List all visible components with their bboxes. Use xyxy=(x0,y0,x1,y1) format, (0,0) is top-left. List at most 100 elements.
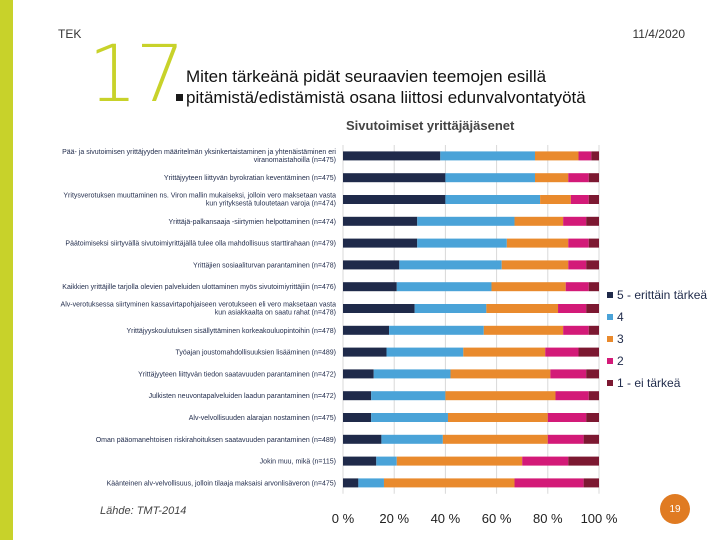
category-label-line: kun asiakkaalta on saatu rahat (n=478) xyxy=(215,310,336,317)
category-label: Yrittäjyyskoulutuksen sisällyttäminen ko… xyxy=(126,328,336,335)
bar-segment xyxy=(445,391,556,401)
bar-segment xyxy=(563,216,587,226)
bar-segment xyxy=(383,478,515,488)
legend-swatch xyxy=(607,358,613,364)
category-label: Alv-velvollisuuden alarajan nostaminen (… xyxy=(189,415,336,422)
bar-segment xyxy=(343,216,418,226)
bar-segment xyxy=(343,282,397,292)
bar-segment xyxy=(414,304,487,313)
bar-segment xyxy=(586,216,599,226)
title-line-1: Miten tärkeänä pidät seuraavien teemojen… xyxy=(186,67,547,86)
category-label-line: kun yrityksestä tuloutetaan varoja (n=47… xyxy=(206,201,336,208)
bar-segment xyxy=(386,347,464,357)
bar-segment xyxy=(514,478,584,488)
bar-segment xyxy=(550,369,587,379)
legend-swatch xyxy=(607,292,613,298)
org-label: TEK xyxy=(58,27,82,41)
bar-segment xyxy=(343,195,446,204)
bar-segment xyxy=(568,456,599,466)
category-label-line: Yrittäjyyskoulutuksen sisällyttäminen ko… xyxy=(126,328,336,335)
bar-segment xyxy=(588,391,599,401)
bar-segment xyxy=(514,216,564,226)
legend-label: 1 - ei tärkeä xyxy=(617,376,681,390)
category-label: Kaikkien yrittäjille tarjolla olevien pa… xyxy=(62,284,336,291)
bar-segment xyxy=(417,216,515,226)
bar-segment xyxy=(586,369,599,379)
category-label: Käänteinen alv-velvollisuus, jolloin til… xyxy=(107,480,336,487)
bar-segment xyxy=(417,238,507,248)
category-label: Pää- ja sivutoimisen yrittäjyyden määrit… xyxy=(62,149,336,164)
bar-segment xyxy=(376,456,397,466)
category-label-line: Alv-verotuksessa siirtyminen kassavirtap… xyxy=(61,302,337,309)
category-label-line: Käänteinen alv-velvollisuus, jolloin til… xyxy=(107,480,336,487)
bar-segment xyxy=(583,434,599,444)
bar-segment xyxy=(540,195,571,204)
category-label: Yrittäjyyteen liittyvän tiedon saatavuud… xyxy=(138,371,336,378)
bar-segment xyxy=(483,325,564,335)
title-line-2: pitämistä/edistämistä osana liittosi edu… xyxy=(186,88,586,107)
bar-segment xyxy=(440,151,535,161)
source-note: Lähde: TMT-2014 xyxy=(100,505,187,517)
category-label: Alv-verotuksessa siirtyminen kassavirtap… xyxy=(61,302,337,317)
bar-segment xyxy=(583,478,599,488)
category-label-line: Päätoimiseksi siirtyvällä sivutoimiyritt… xyxy=(65,241,336,248)
bar-segment xyxy=(588,173,599,183)
bar-segment xyxy=(578,151,592,161)
chart-title: Sivutoimiset yrittäjäjäsenet xyxy=(346,118,515,133)
bar-segment xyxy=(568,238,589,248)
category-label: Työajan joustomahdollisuuksien lisäämine… xyxy=(175,350,336,357)
bar-segment xyxy=(343,173,446,183)
bar-segment xyxy=(486,304,559,313)
bar-segment xyxy=(522,456,569,466)
category-label: Yritysverotuksen muuttaminen ns. Viron m… xyxy=(63,193,336,208)
legend-swatch xyxy=(607,314,613,320)
category-label-line: Yrittäjyyteen liittyvän tiedon saatavuud… xyxy=(138,371,336,378)
bar-segment xyxy=(445,195,541,204)
page-title: Miten tärkeänä pidät seuraavien teemojen… xyxy=(186,66,686,108)
bar-segment xyxy=(545,347,579,357)
x-tick-label: 40 % xyxy=(431,511,461,526)
category-label: Julkisten neuvontapalveluiden laadun par… xyxy=(149,393,336,400)
bar-segment xyxy=(396,456,523,466)
bar-segment xyxy=(343,369,374,379)
bar-segment xyxy=(343,347,387,357)
bar-segment xyxy=(343,391,372,401)
bar-segment xyxy=(343,304,415,313)
bar-segment xyxy=(547,434,584,444)
category-label: Yrittäjyyteen liittyvän byrokratian keve… xyxy=(164,175,336,182)
category-label-line: Pää- ja sivutoimisen yrittäjyyden määrit… xyxy=(62,149,336,156)
legend-label: 3 xyxy=(617,332,624,346)
bar-segment xyxy=(389,325,484,335)
bar-segment xyxy=(442,434,548,444)
bar-segment xyxy=(343,325,390,335)
bar-segment xyxy=(491,282,566,292)
bar-segment xyxy=(463,347,546,357)
category-label-line: Työajan joustomahdollisuuksien lisäämine… xyxy=(175,350,336,357)
bar-segment xyxy=(586,413,599,422)
bar-segment xyxy=(396,282,492,292)
bar-segment xyxy=(358,478,384,488)
legend-label: 5 - erittäin tärkeä xyxy=(617,288,707,302)
date-label: 11/4/2020 xyxy=(632,27,686,41)
bar-segment xyxy=(535,173,569,183)
bar-segment xyxy=(578,347,599,357)
bar-segment xyxy=(588,325,599,335)
bar-segment xyxy=(558,304,587,313)
bar-segment xyxy=(570,195,589,204)
x-tick-label: 60 % xyxy=(482,511,512,526)
bar-segment xyxy=(343,456,377,466)
bar-segment xyxy=(445,173,535,183)
page-number-badge: 19 xyxy=(660,494,690,524)
category-label: Yrittäjien sosiaaliturvan parantaminen (… xyxy=(193,262,336,269)
bar-segment xyxy=(343,151,441,161)
bar-segment xyxy=(586,260,599,270)
legend-label: 4 xyxy=(617,310,624,324)
slide-number: 17 xyxy=(88,30,185,120)
bar-segment xyxy=(343,238,418,248)
category-label-line: Jokin muu, mikä (n=115) xyxy=(260,459,336,466)
legend-swatch xyxy=(607,336,613,342)
category-label-line: Oman pääomanehtoisen riskirahoituksen sa… xyxy=(96,437,336,444)
category-label-line: Yrittäjien sosiaaliturvan parantaminen (… xyxy=(193,262,336,269)
x-tick-label: 100 % xyxy=(581,511,618,526)
